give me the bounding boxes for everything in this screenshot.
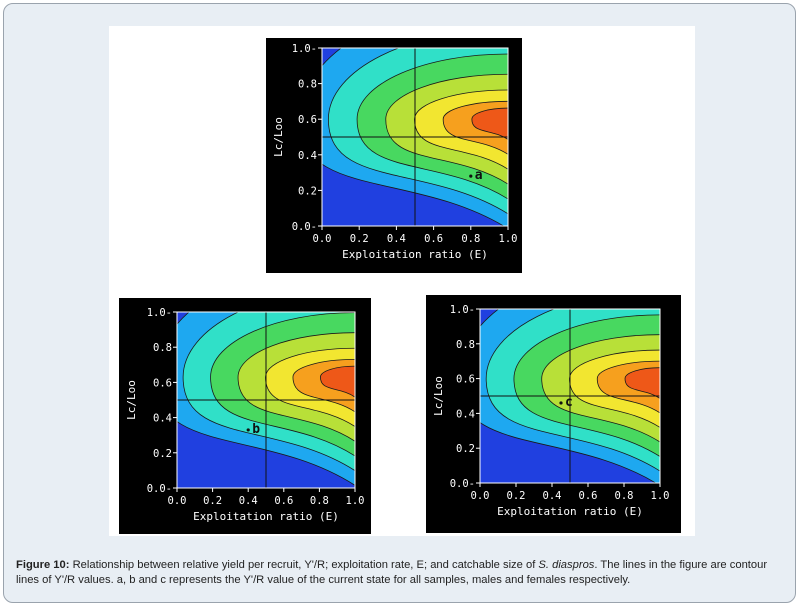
x-axis-label: Exploitation ratio (E) — [342, 248, 488, 261]
y-tick-label: 0.0- — [292, 221, 317, 233]
x-tick-label: 0.8 — [461, 233, 480, 245]
y-tick-label: 1.0- — [450, 304, 475, 316]
y-axis-label: Lc/Loo — [125, 380, 138, 420]
plot-frame — [479, 308, 661, 484]
x-tick-label: 0.6 — [424, 233, 443, 245]
current-state-label: b — [252, 422, 260, 437]
y-axis-label: Lc/Loo — [432, 376, 445, 416]
y-tick-label: 0.2 — [153, 448, 172, 460]
y-tick-label: 0.0- — [450, 478, 475, 490]
x-tick-label: 0.0 — [313, 233, 332, 245]
x-tick-label: 0.4 — [543, 490, 562, 502]
caption-species: S. diaspros — [538, 559, 595, 571]
y-axis-label: Lc/Loo — [272, 117, 285, 157]
x-tick-label: 0.8 — [615, 490, 634, 502]
x-tick-label: 0.2 — [203, 495, 222, 507]
contour-chart-a: a 0.0 0.2 0.4 0.6 0.8 1.0 0.0- 0.2 0.4 0.6 0.8 1.0- E… — [272, 43, 518, 261]
chart-panel-c: c 0.0 0.2 0.4 0.6 0.8 1.0 0.0- 0.2 0.4 0.6 0.8 1.0- E… — [426, 295, 681, 533]
y-tick-label: 0.2 — [298, 185, 317, 197]
y-tick-label: 0.2 — [456, 443, 475, 455]
y-tick-label: 1.0- — [292, 43, 317, 55]
current-state-label: a — [475, 168, 483, 183]
x-tick-label: 0.6 — [579, 490, 598, 502]
x-tick-label: 0.0 — [168, 495, 187, 507]
x-tick-label: 0.8 — [310, 495, 329, 507]
y-tick-label: 0.8 — [456, 339, 475, 351]
y-tick-label: 0.4 — [456, 408, 475, 420]
x-axis-label: Exploitation ratio (E) — [193, 510, 339, 523]
y-tick-label: 0.8 — [298, 79, 317, 91]
caption-label: Figure 10: — [16, 559, 70, 571]
contour-band-7 — [320, 365, 355, 398]
contour-chart-b: b 0.0 0.2 0.4 0.6 0.8 1.0 0.0- 0.2 0.4 0.6 0.8 1.0- E… — [125, 307, 365, 523]
caption-text-1: Relationship between relative yield per … — [69, 559, 539, 571]
current-state-point — [246, 428, 250, 432]
x-tick-label: 0.4 — [239, 495, 258, 507]
caption-text-2: . The lines in the figure are contour li… — [16, 559, 768, 586]
x-tick-label: 1.0 — [346, 495, 365, 507]
x-tick-label: 1.0 — [499, 233, 518, 245]
y-tick-label: 0.8 — [153, 342, 172, 354]
x-tick-label: 0.2 — [507, 490, 526, 502]
y-tick-label: 0.6 — [298, 114, 317, 126]
current-state-label: c — [565, 395, 573, 410]
y-tick-label: 0.6 — [153, 377, 172, 389]
chart-panel-a: a 0.0 0.2 0.4 0.6 0.8 1.0 0.0- 0.2 0.4 0.6 0.8 1.0- E… — [266, 38, 522, 273]
plot-frame — [321, 47, 509, 227]
y-tick-label: 0.0- — [147, 483, 172, 495]
contour-chart-c: c 0.0 0.2 0.4 0.6 0.8 1.0 0.0- 0.2 0.4 0.6 0.8 1.0- E… — [432, 304, 670, 518]
x-tick-label: 1.0 — [651, 490, 670, 502]
y-tick-label: 0.4 — [298, 150, 317, 162]
x-tick-label: 0.0 — [471, 490, 490, 502]
y-tick-label: 0.4 — [153, 413, 172, 425]
current-state-point — [559, 401, 563, 405]
y-tick-label: 1.0- — [147, 307, 172, 319]
current-state-point — [469, 174, 473, 178]
x-tick-label: 0.2 — [350, 233, 369, 245]
plot-frame — [176, 311, 356, 489]
x-tick-label: 0.6 — [274, 495, 293, 507]
x-tick-label: 0.4 — [387, 233, 406, 245]
chart-panel-b: b 0.0 0.2 0.4 0.6 0.8 1.0 0.0- 0.2 0.4 0.6 0.8 1.0- E… — [119, 298, 371, 534]
x-axis-label: Exploitation ratio (E) — [497, 505, 643, 518]
y-tick-label: 0.6 — [456, 374, 475, 386]
figure-caption: Figure 10: Relationship between relative… — [16, 558, 786, 588]
